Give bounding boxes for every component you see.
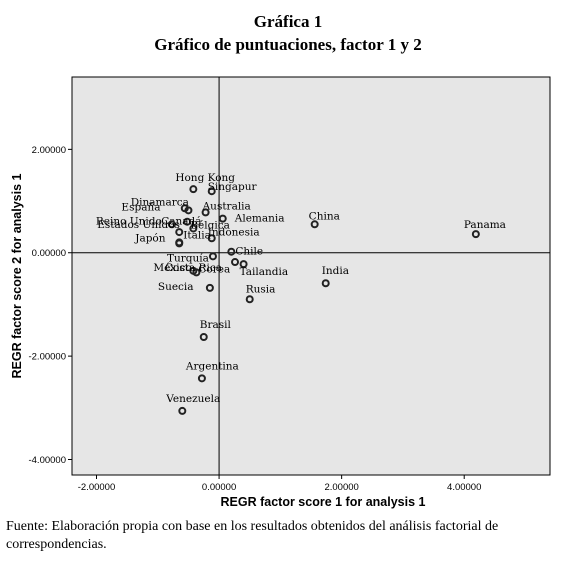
- data-point: [208, 252, 217, 261]
- data-point-label: Rusia: [246, 283, 276, 295]
- data-point: [189, 224, 198, 233]
- data-point: [199, 332, 208, 341]
- data-point-label: Alemania: [234, 213, 285, 225]
- data-point-label: Italia: [183, 229, 211, 241]
- y-axis-label: REGR factor score 2 for analysis 1: [10, 173, 24, 378]
- data-point-label: Panama: [464, 219, 506, 231]
- data-point: [218, 214, 227, 223]
- y-tick-label: -4.00000: [28, 455, 66, 466]
- data-point: [321, 279, 330, 288]
- data-point: [245, 295, 254, 304]
- data-point: [227, 247, 236, 256]
- data-point-label: Chile: [235, 246, 263, 258]
- x-tick-label: 2.00000: [324, 482, 358, 493]
- data-point-label: Costa Rica: [165, 262, 222, 274]
- data-point-label: India: [322, 265, 349, 277]
- data-point-label: Estados Unidos: [97, 219, 180, 231]
- data-point-label: Suecia: [158, 281, 194, 293]
- data-point-label: Brasil: [200, 319, 232, 331]
- data-point-label: Argentina: [185, 360, 239, 372]
- y-tick-label: 2.00000: [32, 145, 66, 156]
- x-tick-label: -2.00000: [78, 482, 116, 493]
- data-point-label: Bélgica: [190, 219, 230, 231]
- data-point: [189, 185, 198, 194]
- data-point: [184, 206, 193, 215]
- source-note: Fuente: Elaboración propia con base en l…: [6, 519, 499, 552]
- data-point: [201, 208, 210, 217]
- data-point-label: Australia: [202, 200, 251, 212]
- chart-title: Gráfica 1: [253, 12, 323, 31]
- x-tick-label: 4.00000: [447, 482, 481, 493]
- data-point: [178, 406, 187, 415]
- data-point-label: México: [153, 262, 191, 274]
- data-point: [175, 228, 184, 237]
- data-point-label: Japón: [134, 232, 166, 244]
- data-point-label: Dinamarca: [131, 196, 189, 208]
- data-point: [239, 260, 248, 269]
- data-point-label: Turquía: [167, 252, 209, 264]
- data-point-label: Singapur: [208, 181, 258, 193]
- x-tick-label: 0.00000: [202, 482, 236, 493]
- data-point-label: Hong Kong: [175, 172, 235, 184]
- data-point: [192, 268, 201, 277]
- data-point-label: Indonesia: [208, 226, 260, 238]
- data-point: [197, 374, 206, 383]
- y-tick-label: 0.00000: [32, 248, 66, 259]
- data-point-label: Venezuela: [165, 393, 220, 405]
- y-tick-label: -2.00000: [28, 352, 66, 363]
- data-point: [207, 187, 216, 196]
- data-point-label: Corea: [198, 263, 230, 275]
- data-point: [175, 238, 184, 247]
- data-point: [471, 230, 480, 239]
- data-point-label: Canadá: [161, 216, 201, 228]
- data-point: [205, 283, 214, 292]
- data-point: [183, 217, 192, 226]
- data-point: [231, 258, 240, 267]
- data-point: [207, 234, 216, 243]
- data-point-label: Tailandia: [240, 266, 289, 278]
- data-point: [167, 220, 176, 229]
- data-point: [310, 220, 319, 229]
- plot-area: [71, 76, 551, 476]
- data-point-label: Reino Unido: [96, 215, 162, 227]
- chart-subtitle: Gráfico de puntuaciones, factor 1 y 2: [154, 35, 422, 54]
- data-point-label: China: [309, 210, 340, 222]
- data-point-label: España: [121, 201, 160, 213]
- x-axis-label: REGR factor score 1 for analysis 1: [221, 495, 426, 509]
